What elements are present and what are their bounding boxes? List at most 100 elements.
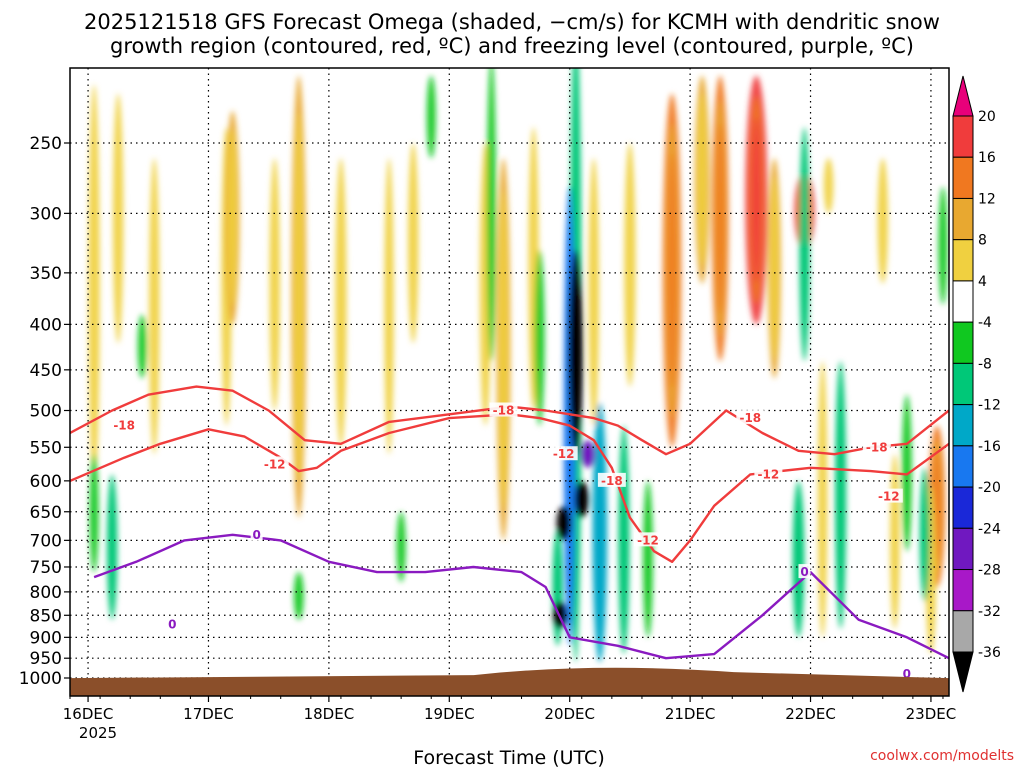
dgz-contour-label-bg [489, 402, 518, 417]
freezing-contour-label-bg [250, 526, 263, 541]
y-tick-label: 850 [30, 606, 62, 626]
dgz-contour-label-bg [754, 466, 783, 481]
dgz-contour-label: -18 [601, 474, 623, 488]
omega-rising-streak [149, 158, 160, 455]
y-tick-label: 600 [30, 472, 62, 492]
y-tick-label: 350 [30, 264, 62, 284]
omega-rising-streak [88, 84, 100, 488]
y-tick-label: 500 [30, 402, 62, 422]
x-tick-label: 17DEC [183, 705, 234, 723]
omega-rising-streak-core [228, 128, 237, 307]
x-tick-label: 22DEC [785, 705, 836, 723]
dgz-contour-label: -18 [866, 440, 888, 454]
x-tick-label: 19DEC [424, 705, 475, 723]
dgz-contour-label-bg [862, 439, 891, 454]
colorbar-box [952, 156, 974, 199]
colorbar-label: -12 [978, 398, 1001, 414]
freezing-contour-label-bg [798, 564, 811, 579]
colorbar-arrow-top [952, 75, 974, 117]
omega-shading [88, 68, 948, 663]
colorbar-label: -32 [978, 604, 1001, 620]
omega-sinking-streak-core [794, 493, 803, 625]
omega-rising-streak-core [697, 93, 707, 267]
chart-title-line1: 2025121518 GFS Forecast Omega (shaded, −… [84, 10, 940, 34]
colorbar-label: -4 [978, 315, 992, 331]
dgz-contour-label: -12 [553, 447, 575, 461]
omega-sinking-streak [293, 572, 304, 620]
colorbar-box [952, 239, 974, 282]
freezing-contour-label-bg [900, 666, 913, 681]
x-tick-label: 16DEC [63, 705, 114, 723]
omega-sinking-streak-core [921, 478, 929, 591]
omega-sinking-streak-peak [596, 445, 603, 619]
omega-strong-core-peak [572, 284, 579, 421]
omega-rising-streak [877, 158, 889, 284]
dgz-contour-label: -18 [739, 411, 761, 425]
colorbar-box [952, 280, 974, 323]
omega-rising-streak-core [499, 189, 508, 509]
colorbar-label: -20 [978, 480, 1001, 496]
y-tick-label: 750 [30, 558, 62, 578]
colorbar-label: -28 [978, 563, 1001, 579]
omega-sinking-streak [89, 454, 99, 573]
x-axis: 16DEC 17DEC 18DEC 19DEC 20DEC 21DEC 22DEC 23DEC [63, 696, 956, 723]
y-tick-label: 450 [30, 361, 62, 381]
omega-strong-core-peak [578, 486, 585, 512]
colorbar-box [952, 362, 974, 406]
colorbar-arrow-bottom [952, 651, 974, 693]
dgz-contour-label-bg [633, 532, 662, 547]
dgz-contour-label: -18 [113, 419, 135, 433]
freezing-contour-label: 0 [800, 565, 808, 579]
colorbar-box [952, 321, 974, 364]
freezing-contour-label: 0 [168, 617, 176, 631]
y-tick-label: 950 [30, 649, 62, 669]
colorbar-box [952, 197, 974, 241]
freezing-contour-label: 0 [903, 667, 911, 681]
x-axis-title: Forecast Time (UTC) [413, 747, 604, 768]
dgz-contour-label: -12 [758, 467, 780, 481]
omega-sinking-streak [396, 511, 406, 583]
dgz-contour-label-bg [736, 410, 765, 425]
dgz-contour-minus12 [70, 413, 949, 563]
freezing-contour-label: 0 [252, 528, 260, 542]
colorbar-label: -24 [978, 521, 1001, 537]
omega-rising-streak [335, 158, 347, 448]
omega-rising-streak-peak [751, 117, 761, 283]
omega-sinking-streak-core [801, 146, 808, 342]
colorbar-box [952, 569, 974, 612]
colorbar-label: 12 [978, 191, 996, 207]
omega-sinking-streak [534, 250, 545, 426]
omega-sinking-streak [486, 68, 496, 362]
colorbar-label: -16 [978, 439, 1001, 455]
dgz-contour-label: -12 [878, 490, 900, 504]
omega-sinking-streak-core [108, 486, 116, 608]
dgz-contour-label-bg [874, 488, 903, 503]
omega-rising-streak [384, 158, 394, 455]
colorbar: 20 16 12 8 4 -4 -8 -12 -16 -20 -24 -28 -32 -36 [952, 75, 1001, 693]
dgz-contour-label-bg [110, 417, 139, 432]
freezing-contour-label-bg [166, 616, 179, 631]
colorbar-box [952, 527, 974, 571]
colorbar-label: 4 [978, 274, 987, 290]
omega-rising-streak-peak [716, 123, 724, 314]
omega-sinking-streak [938, 186, 948, 305]
omega-rising-streak-peak [668, 152, 676, 389]
omega-rising-streak [588, 158, 600, 426]
colorbar-label: 20 [978, 109, 996, 125]
colorbar-label: 16 [978, 150, 996, 166]
plot-frame [69, 67, 950, 697]
omega-sinking-streak [137, 314, 147, 379]
contours: -18 -12 -18 -12 -18 -12 -18 -12 -18 -12 0 0 0 0 [70, 385, 949, 681]
omega-rising-streak-core [770, 176, 779, 360]
colorbar-box [952, 404, 974, 447]
omega-strong-core-peak [560, 511, 567, 535]
omega-rising-streak [890, 454, 900, 629]
x-axis-year: 2025 [79, 724, 117, 742]
x-tick-label: 18DEC [304, 705, 355, 723]
x-tick-label: 20DEC [544, 705, 595, 723]
dgz-contour-label: -12 [637, 533, 659, 547]
terrain-surface [70, 667, 949, 696]
freezing-level-contour [93, 533, 949, 660]
dgz-contour-label: -12 [264, 457, 286, 471]
omega-rising-streak [823, 158, 834, 214]
